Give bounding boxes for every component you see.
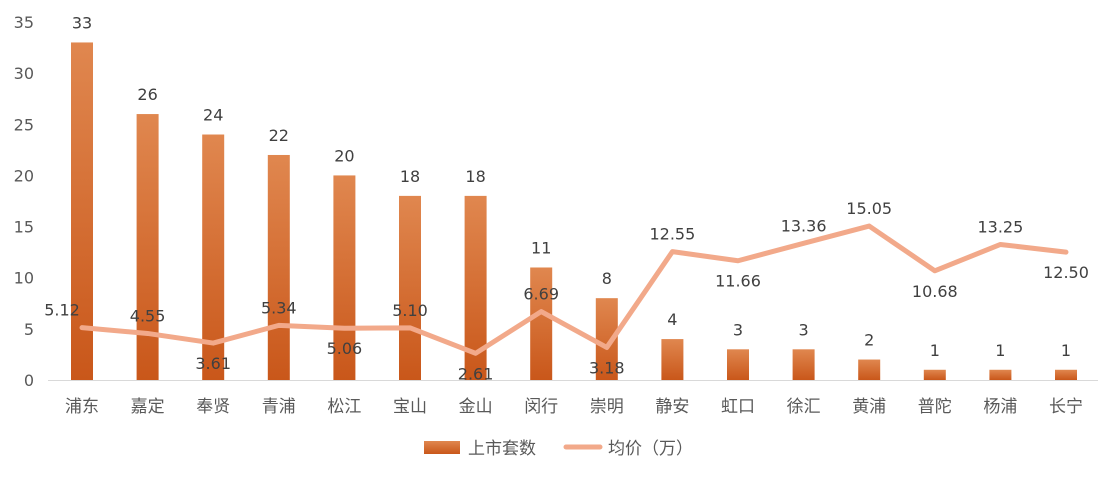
bar-value-label: 24: [203, 106, 223, 125]
bar: [399, 195, 421, 380]
x-category-label: 金山: [459, 397, 493, 417]
line-value-label: 13.25: [977, 217, 1023, 236]
bar: [464, 195, 487, 380]
x-category-label: 宝山: [393, 397, 427, 417]
line-value-label: 10.68: [912, 282, 958, 301]
line-value-label: 13.36: [781, 216, 827, 235]
axis-layer: 0 5 10 15 20 25 30 35 浦东 嘉定 奉贤 青浦 松江 宝山 金山 闵行 崇明 静安 虹口 徐汇 黄浦…: [14, 13, 1098, 417]
x-category-label: 闵行: [524, 397, 558, 417]
bar-value-label: 22: [269, 126, 289, 145]
x-category-label: 浦东: [65, 397, 99, 417]
legend-label-bar: 上市套数: [468, 439, 536, 459]
line-layer: [79, 223, 1069, 356]
legend: 上市套数 均价（万）: [424, 439, 693, 459]
x-category-label: 松江: [327, 397, 361, 417]
bar-value-label: 8: [602, 269, 612, 288]
bar-value-label: 3: [799, 320, 809, 339]
bar: [727, 349, 749, 380]
bar-value-label: 33: [72, 13, 92, 32]
bar-value-label: 2: [864, 331, 874, 350]
x-category-label: 崇明: [590, 397, 624, 417]
line-value-label: 11.66: [715, 272, 761, 291]
line-value-label: 3.61: [195, 354, 231, 373]
bar: [595, 298, 618, 380]
y-tick-label: 35: [14, 13, 34, 32]
line-value-label: 3.18: [589, 358, 625, 377]
y-tick-label: 15: [14, 218, 34, 237]
line-value-label: 6.69: [523, 285, 559, 304]
y-tick-label: 10: [14, 269, 34, 288]
y-tick-label: 25: [14, 115, 34, 134]
line-value-label: 2.61: [458, 364, 494, 383]
x-category-label: 普陀: [918, 397, 952, 417]
y-tick-label: 5: [24, 320, 34, 339]
bar: [1055, 369, 1077, 380]
y-tick-label: 20: [14, 166, 34, 185]
bar-value-label: 4: [667, 310, 677, 329]
bar: [71, 42, 93, 380]
x-category-label: 青浦: [262, 397, 296, 417]
bar-value-label: 3: [733, 320, 743, 339]
bar-value-label: 1: [1061, 341, 1071, 360]
x-category-label: 徐汇: [787, 397, 821, 417]
line-value-label: 15.05: [846, 199, 892, 218]
line-value-label: 5.12: [44, 301, 80, 320]
line-value-label: 5.10: [392, 301, 428, 320]
line-value-label: 12.50: [1043, 263, 1089, 282]
bar: [202, 134, 225, 380]
bar: [792, 349, 815, 380]
y-tick-label: 30: [14, 64, 34, 83]
bar: [661, 339, 684, 380]
bar: [267, 154, 290, 380]
x-category-label: 长宁: [1049, 397, 1083, 417]
y-tick-label: 0: [24, 371, 34, 390]
bar: [530, 267, 553, 380]
legend-swatch-bar: [424, 441, 460, 454]
bar-value-label: 1: [930, 341, 940, 360]
x-category-label: 黄浦: [852, 397, 886, 417]
bar: [136, 114, 159, 381]
bar-value-label: 20: [334, 146, 354, 165]
line-series-avg-price: [79, 223, 1069, 356]
line-value-label: 5.06: [327, 339, 363, 358]
line-value-label: 4.55: [130, 306, 166, 325]
bar: [858, 359, 881, 380]
line-value-label: 12.55: [649, 225, 695, 244]
bar-value-label: 26: [137, 85, 157, 104]
bar-value-label: 18: [400, 167, 420, 186]
bar-value-label: 1: [995, 341, 1005, 360]
legend-label-line: 均价（万）: [608, 439, 693, 459]
x-category-label: 嘉定: [131, 397, 165, 417]
line-value-label: 5.34: [261, 298, 297, 317]
x-category-label: 奉贤: [196, 397, 230, 417]
bar: [989, 369, 1012, 380]
bar: [923, 369, 946, 380]
x-category-label: 虹口: [721, 397, 755, 417]
x-category-label: 静安: [655, 397, 689, 417]
bar-value-label: 18: [465, 167, 485, 186]
bar-value-label: 11: [531, 238, 551, 257]
x-category-label: 杨浦: [983, 397, 1017, 417]
